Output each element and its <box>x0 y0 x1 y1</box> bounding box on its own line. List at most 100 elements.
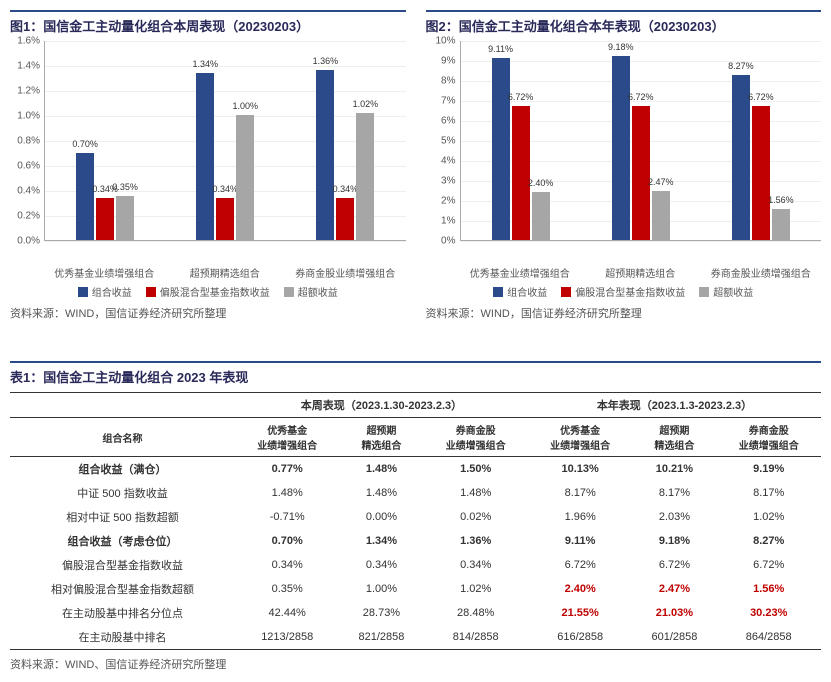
column-header: 券商金股业绩增强组合 <box>716 418 821 457</box>
table-cell: 30.23% <box>716 601 821 625</box>
table-cell: 864/2858 <box>716 625 821 650</box>
x-axis-label: 券商金股业绩增强组合 <box>701 261 822 280</box>
table-cell: 2.40% <box>528 577 632 601</box>
legend-item: 超额收益 <box>699 284 753 299</box>
row-label: 组合收益（满仓） <box>10 457 235 482</box>
table-cell: 9.11% <box>528 529 632 553</box>
bar-value-label: 8.27% <box>728 61 754 71</box>
bar-value-label: 6.72% <box>508 92 534 102</box>
row-label: 相对中证 500 指数超额 <box>10 505 235 529</box>
table-cell: 9.18% <box>632 529 716 553</box>
bar: 2.47% <box>652 191 670 240</box>
legend-swatch <box>699 287 709 297</box>
bar-group: 1.36%0.34% 1.02% <box>285 41 405 240</box>
table-section: 表1：国信金工主动量化组合 2023 年表现 本周表现（2023.1.30-20… <box>10 361 821 672</box>
table-cell: 28.73% <box>339 601 423 625</box>
bar-group: 9.18%6.72%2.47% <box>581 41 701 240</box>
table-row: 相对中证 500 指数超额-0.71%0.00%0.02%1.96%2.03%1… <box>10 505 821 529</box>
legend-item: 偏股混合型基金指数收益 <box>146 284 270 299</box>
bar-group: 8.27%6.72%1.56% <box>701 41 821 240</box>
col-name-header: 组合名称 <box>10 418 235 457</box>
legend-swatch <box>493 287 503 297</box>
bar: 2.40% <box>532 192 550 240</box>
bar-value-label: 6.72% <box>628 92 654 102</box>
chart1-area: 0.0%0.2%0.4%0.6%0.8%1.0%1.2%1.4%1.6%0.70… <box>10 41 406 261</box>
legend-swatch <box>78 287 88 297</box>
chart1-panel: 图1：国信金工主动量化组合本周表现（20230203） 0.0%0.2%0.4%… <box>10 10 406 321</box>
chart2-panel: 图2：国信金工主动量化组合本年表现（20230203） 0%1%2%3%4%5%… <box>426 10 822 321</box>
table-cell: 0.34% <box>235 553 339 577</box>
x-axis-label: 优秀基金业绩增强组合 <box>460 261 581 280</box>
table-cell: 601/2858 <box>632 625 716 650</box>
bar: 1.36% <box>316 70 334 240</box>
table-cell: 8.17% <box>528 481 632 505</box>
table-cell: 21.03% <box>632 601 716 625</box>
table-cell: 0.77% <box>235 457 339 482</box>
table-cell: 1213/2858 <box>235 625 339 650</box>
table-cell: 6.72% <box>528 553 632 577</box>
bar: 0.34% <box>216 198 234 241</box>
bar-group: 0.70%0.34%0.35% <box>45 41 165 240</box>
table-cell: 1.48% <box>339 481 423 505</box>
bar-value-label: 2.47% <box>648 177 674 187</box>
bar: 1.56% <box>772 209 790 240</box>
bar: 9.18% <box>612 56 630 240</box>
x-axis-label: 超预期精选组合 <box>165 261 286 280</box>
table-cell: 1.02% <box>423 577 527 601</box>
legend-item: 组合收益 <box>78 284 132 299</box>
legend-item: 超额收益 <box>284 284 338 299</box>
table-row: 中证 500 指数收益1.48%1.48%1.48%8.17%8.17%8.17… <box>10 481 821 505</box>
table-row: 在主动股基中排名1213/2858821/2858814/2858616/285… <box>10 625 821 650</box>
table-cell: 0.02% <box>423 505 527 529</box>
bar-value-label: 1.56% <box>768 195 794 205</box>
x-axis-label: 优秀基金业绩增强组合 <box>44 261 165 280</box>
table-cell: 616/2858 <box>528 625 632 650</box>
header-group-year: 本年表现（2023.1.3-2023.2.3） <box>528 393 821 418</box>
table-cell: 2.47% <box>632 577 716 601</box>
legend-label: 组合收益 <box>92 284 132 299</box>
row-label: 组合收益（考虑仓位） <box>10 529 235 553</box>
table-row: 偏股混合型基金指数收益0.34%0.34%0.34%6.72%6.72%6.72… <box>10 553 821 577</box>
chart1-title: 图1：国信金工主动量化组合本周表现（20230203） <box>10 10 406 41</box>
table-cell: 0.34% <box>339 553 423 577</box>
table-cell: 821/2858 <box>339 625 423 650</box>
header-group-week: 本周表现（2023.1.30-2023.2.3） <box>235 393 528 418</box>
legend-swatch <box>561 287 571 297</box>
column-header: 超预期精选组合 <box>339 418 423 457</box>
table-cell: 28.48% <box>423 601 527 625</box>
bar-value-label: 1.34% <box>192 59 218 69</box>
bar: 6.72% <box>632 106 650 240</box>
row-label: 相对偏股混合型基金指数超额 <box>10 577 235 601</box>
table-source: 资料来源：WIND、国信证券经济研究所整理 <box>10 656 821 672</box>
legend-label: 组合收益 <box>507 284 547 299</box>
legend-item: 组合收益 <box>493 284 547 299</box>
table-cell: 8.17% <box>716 481 821 505</box>
bar-value-label: 1.02% <box>353 99 379 109</box>
table-cell: 6.72% <box>716 553 821 577</box>
bar: 0.35% <box>116 196 134 240</box>
row-label: 偏股混合型基金指数收益 <box>10 553 235 577</box>
legend-label: 超额收益 <box>298 284 338 299</box>
charts-row: 图1：国信金工主动量化组合本周表现（20230203） 0.0%0.2%0.4%… <box>10 10 821 321</box>
table-cell: 1.48% <box>235 481 339 505</box>
table-cell: 1.56% <box>716 577 821 601</box>
table-cell: 21.55% <box>528 601 632 625</box>
chart2-area: 0%1%2%3%4%5%6%7%8%9%10%9.11%6.72%2.40%9.… <box>426 41 822 261</box>
bar-value-label: 9.18% <box>608 42 634 52</box>
row-label: 在主动股基中排名分位点 <box>10 601 235 625</box>
bar-value-label: 0.34% <box>212 184 238 194</box>
table-cell: 42.44% <box>235 601 339 625</box>
bar-value-label: 9.11% <box>488 44 513 54</box>
table-cell: 8.27% <box>716 529 821 553</box>
row-label: 在主动股基中排名 <box>10 625 235 650</box>
table-cell: 1.36% <box>423 529 527 553</box>
x-axis-label: 超预期精选组合 <box>580 261 701 280</box>
table-row: 在主动股基中排名分位点42.44%28.73%28.48%21.55%21.03… <box>10 601 821 625</box>
legend-label: 超额收益 <box>713 284 753 299</box>
column-header: 券商金股业绩增强组合 <box>423 418 527 457</box>
table-cell: 10.21% <box>632 457 716 482</box>
table-cell: 6.72% <box>632 553 716 577</box>
bar-value-label: 0.34% <box>333 184 359 194</box>
bar-group: 9.11% 6.72% 2.40% <box>461 41 581 240</box>
table-cell: 8.17% <box>632 481 716 505</box>
